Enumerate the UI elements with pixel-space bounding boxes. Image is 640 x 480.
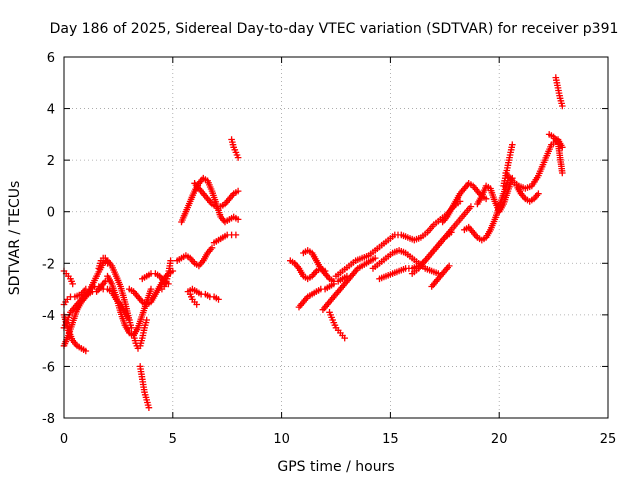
y-tick-label: 6 <box>47 51 55 66</box>
data-arc-arc-16 <box>184 285 222 303</box>
data-arc-arc-14 <box>173 244 216 270</box>
y-tick-label: -8 <box>42 412 55 427</box>
data-arc-arc-06 <box>95 254 111 272</box>
y-tick-labels: -8 -6 -4 -2 0 2 4 6 <box>42 51 55 427</box>
data-arc-arc-36 <box>545 131 566 177</box>
data-arc-arc-23 <box>319 254 379 313</box>
grid-lines <box>64 57 608 418</box>
data-arc-arc-15 <box>191 180 242 210</box>
data-arc-arc-24 <box>326 309 348 342</box>
x-tick-labels: 0 5 10 15 20 25 <box>60 432 616 447</box>
y-tick-label: 0 <box>47 206 55 221</box>
data-arc-arc-32 <box>474 174 516 215</box>
data-arc-arc-26 <box>369 247 442 277</box>
data-arc-arc-29 <box>428 262 453 290</box>
data-arc-arc-22 <box>295 280 338 311</box>
chart-title: Day 186 of 2025, Sidereal Day-to-day VTE… <box>50 21 619 37</box>
data-arc-arc-08 <box>130 316 150 352</box>
data-arc-arc-04 <box>60 267 76 288</box>
x-tick-label: 15 <box>382 432 399 447</box>
x-axis-label: GPS time / hours <box>277 459 394 475</box>
x-tick-label: 10 <box>273 432 290 447</box>
x-tick-label: 0 <box>60 432 68 447</box>
data-markers <box>60 74 566 411</box>
y-tick-label: 4 <box>47 103 55 118</box>
y-tick-label: 2 <box>47 154 55 169</box>
data-arc-arc-09 <box>136 363 153 411</box>
x-tick-label: 25 <box>600 432 617 447</box>
y-tick-label: -2 <box>42 257 55 272</box>
data-arc-arc-17 <box>186 290 200 308</box>
data-arc-arc-05 <box>60 278 109 331</box>
data-arc-arc-07 <box>104 272 155 339</box>
y-tick-label: -6 <box>42 360 55 375</box>
data-arc-arc-37 <box>552 74 566 110</box>
y-tick-label: -4 <box>42 309 55 324</box>
data-arc-arc-19 <box>228 136 242 161</box>
data-arc-arc-18 <box>210 231 240 246</box>
x-tick-label: 5 <box>169 432 177 447</box>
data-arc-arc-12 <box>158 257 174 293</box>
data-arc-arc-35 <box>513 182 542 205</box>
data-arc-arc-28 <box>408 229 455 277</box>
x-tick-label: 20 <box>491 432 508 447</box>
plot-frame <box>63 56 609 419</box>
axis-ticks <box>63 56 609 419</box>
y-axis-label: SDTVAR / TECUs <box>7 181 23 296</box>
